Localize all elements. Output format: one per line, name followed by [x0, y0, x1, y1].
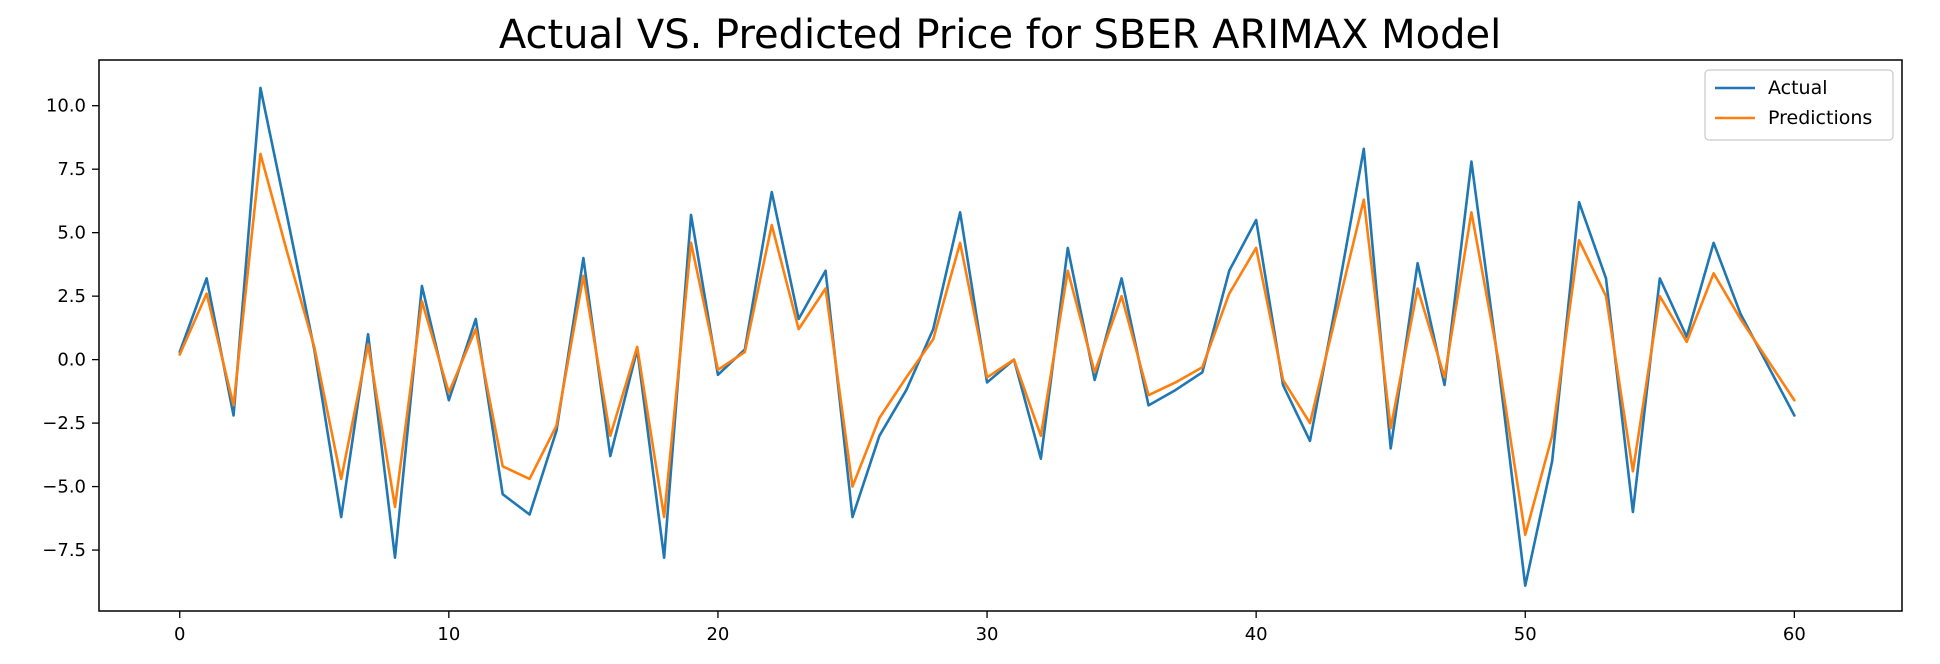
x-tick-label: 60: [1783, 624, 1806, 645]
chart-title: Actual VS. Predicted Price for SBER ARIM…: [499, 12, 1501, 58]
x-tick-label: 20: [706, 624, 729, 645]
legend-label-actual: Actual: [1768, 77, 1828, 99]
y-tick-label: 5.0: [57, 223, 86, 244]
series-lines: [178, 86, 1796, 587]
y-tick-label: −7.5: [42, 540, 86, 561]
y-tick-label: 10.0: [46, 96, 86, 117]
x-tick-label: 40: [1245, 624, 1268, 645]
x-tick-label: 10: [437, 624, 460, 645]
y-tick-label: 7.5: [57, 159, 86, 180]
x-tick-label: 30: [976, 624, 999, 645]
y-tick-label: −5.0: [42, 477, 86, 498]
y-tick-label: 0.0: [57, 350, 86, 371]
y-tick-label: 2.5: [57, 286, 86, 307]
predictions-series-points: [179, 153, 1795, 535]
legend-label-predictions: Predictions: [1768, 107, 1872, 129]
x-tick-label: 0: [174, 624, 185, 645]
x-axis: 0 10 20 30 40 50 60: [174, 611, 1806, 645]
y-tick-label: −2.5: [42, 413, 86, 434]
y-axis: 10.0 7.5 5.0 2.5 0.0 −2.5 −5.0 −7.5: [42, 96, 99, 561]
legend: Actual Predictions: [1704, 69, 1894, 141]
x-tick-label: 50: [1514, 624, 1537, 645]
